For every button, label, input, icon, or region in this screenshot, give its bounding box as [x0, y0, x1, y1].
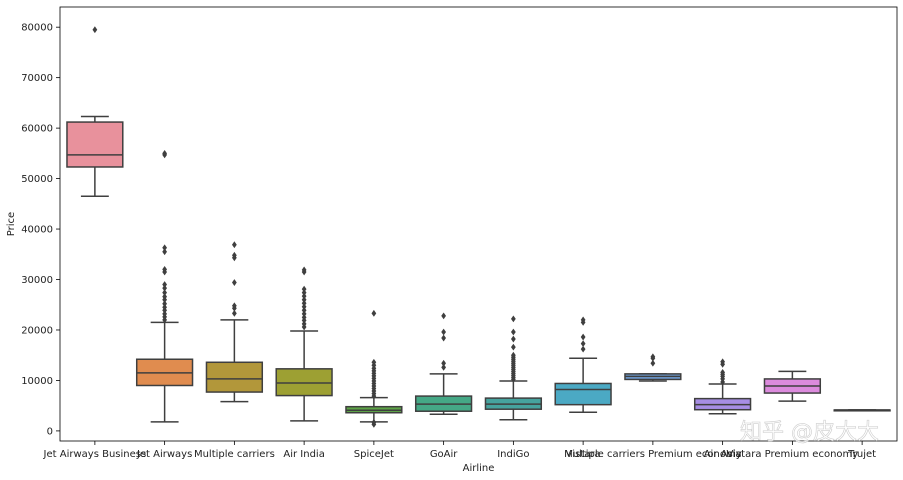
outlier-point — [301, 313, 307, 321]
outlier-point — [231, 241, 237, 249]
y-tick-label: 0 — [47, 426, 53, 437]
x-tick-label: Jet Airways Business — [43, 449, 147, 460]
outlier-point — [162, 266, 168, 273]
outlier-point — [510, 328, 516, 336]
plot-frame — [59, 6, 898, 442]
outlier-point — [650, 353, 656, 361]
outlier-point — [231, 302, 237, 310]
x-tick-label: Vistara — [566, 449, 601, 460]
outlier-point — [301, 299, 307, 307]
outlier-point — [650, 359, 656, 367]
outlier-point — [371, 358, 377, 366]
outlier-point — [162, 244, 168, 252]
outlier-point — [510, 343, 516, 351]
box — [275, 368, 333, 397]
outlier-point — [92, 26, 98, 34]
box — [66, 121, 124, 168]
outlier-point — [162, 149, 168, 157]
x-tick-label: Air India — [283, 449, 324, 460]
outlier-point — [301, 320, 307, 328]
outlier-point — [441, 334, 447, 342]
outlier-point — [162, 281, 168, 288]
outlier-point — [301, 285, 307, 293]
plot-background — [60, 7, 897, 441]
outlier-point — [231, 309, 237, 317]
watermark: 知乎 @皮大大 — [740, 420, 879, 445]
box-group — [554, 316, 612, 413]
x-tick-label: IndiGo — [497, 449, 529, 460]
box-group — [763, 370, 822, 402]
y-tick-label: 70000 — [21, 73, 53, 84]
y-tick-label: 40000 — [21, 225, 53, 236]
outlier-point — [720, 358, 726, 366]
outlier-point — [510, 351, 516, 359]
outlier-point — [301, 306, 307, 314]
outlier-point — [510, 315, 516, 323]
outlier-point — [162, 289, 168, 297]
outlier-point — [301, 266, 307, 274]
y-tick-label: 60000 — [21, 124, 53, 135]
box-group — [66, 26, 124, 197]
box-group — [205, 241, 264, 403]
axes: 0 10000 20000 30000 40000 50000 60000 70000 8000… — [21, 6, 898, 460]
y-axis-title: Price — [6, 212, 17, 236]
box — [205, 361, 264, 393]
box-group — [624, 353, 682, 382]
outlier-point — [371, 418, 377, 426]
box-group — [275, 266, 333, 422]
outlier-point — [162, 284, 168, 292]
outlier-point — [720, 368, 726, 376]
outlier-point — [162, 293, 168, 301]
y-tick-label: 10000 — [21, 376, 53, 387]
y-tick-label: 20000 — [21, 325, 53, 336]
outlier-point — [371, 309, 377, 317]
outlier-point — [441, 359, 447, 367]
outlier-point — [162, 300, 168, 308]
y-tick-label: 30000 — [21, 275, 53, 286]
x-tick-label: GoAir — [430, 449, 458, 460]
box — [554, 382, 612, 406]
outlier-point — [580, 345, 586, 353]
x-tick-label: Multiple carriers — [194, 449, 275, 460]
outlier-point — [231, 279, 237, 286]
x-tick-label: SpiceJet — [354, 449, 394, 460]
y-tick-label: 50000 — [21, 174, 53, 185]
outlier-point — [510, 335, 516, 343]
outlier-point — [301, 292, 307, 300]
x-tick-label: Air Asia — [704, 449, 742, 460]
outlier-point — [580, 316, 586, 324]
outlier-point — [441, 363, 447, 371]
x-tick-label: Vistara Premium economy — [727, 449, 859, 460]
box-group — [693, 358, 752, 415]
outlier-point — [301, 310, 307, 318]
outlier-point — [301, 296, 307, 304]
box-group — [414, 312, 473, 416]
x-tick-label: Trujet — [847, 449, 876, 460]
outlier-point — [441, 328, 447, 336]
x-tick-label: Multiple carriers Premium economy — [564, 449, 742, 460]
outlier-point — [301, 289, 307, 297]
box-group — [345, 309, 403, 428]
outlier-point — [580, 340, 586, 348]
y-tick-label: 80000 — [21, 23, 53, 34]
outlier-point — [580, 333, 586, 341]
outlier-point — [162, 310, 168, 318]
box-group — [833, 409, 891, 412]
box-group — [484, 315, 543, 421]
box-group — [135, 149, 194, 423]
x-tick-label: Jet Airways — [136, 449, 192, 460]
outlier-point — [231, 251, 237, 259]
plot-area — [60, 7, 897, 441]
box-layer — [66, 26, 891, 428]
outlier-point — [301, 303, 307, 311]
outlier-point — [162, 248, 168, 256]
outlier-point — [441, 312, 447, 320]
outlier-point — [162, 303, 168, 311]
x-axis-title: Airline — [463, 463, 495, 474]
